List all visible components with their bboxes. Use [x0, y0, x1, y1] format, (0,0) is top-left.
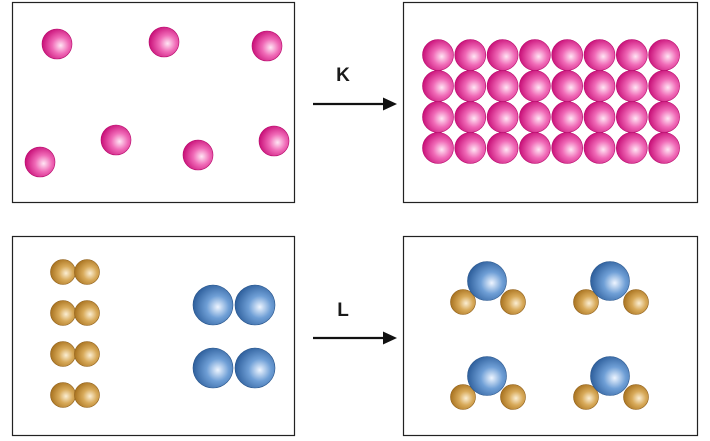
- gold-atom: [74, 341, 100, 367]
- gold-diatomic-molecule: [50, 382, 100, 408]
- pink-lattice-atom: [486, 101, 519, 133]
- pink-lattice-atom: [583, 101, 616, 133]
- gold-atom: [74, 259, 100, 285]
- k-before-particles: [24, 26, 290, 178]
- process-arrow-k: [313, 97, 397, 111]
- gold-atom: [573, 289, 599, 315]
- process-label-l: L: [337, 300, 349, 321]
- pink-lattice-atom: [519, 39, 551, 71]
- gold-diatomic-molecule: [50, 259, 100, 285]
- gold-atom: [74, 300, 100, 326]
- pink-atom: [251, 30, 283, 62]
- l-after-molecules: [450, 261, 649, 410]
- panel-k-after: [402, 1, 699, 204]
- pink-atom: [258, 125, 290, 157]
- pink-atom: [148, 26, 180, 58]
- triatomic-molecule: [573, 356, 649, 410]
- gold-atom: [450, 384, 476, 410]
- panel-l-after: [402, 235, 699, 437]
- gold-atom: [500, 289, 526, 315]
- gold-atom: [50, 300, 76, 326]
- gold-atom: [500, 384, 526, 410]
- gold-atom: [50, 382, 76, 408]
- pink-lattice-atom: [583, 70, 616, 102]
- gold-atom: [50, 259, 76, 285]
- process-label-k: K: [336, 65, 350, 86]
- pink-atom: [100, 124, 132, 156]
- gold-atom: [623, 289, 649, 315]
- pink-lattice-atom: [551, 70, 584, 102]
- pink-lattice-atom: [648, 39, 680, 71]
- pink-lattice-atom: [648, 70, 680, 102]
- pink-lattice-atom: [583, 39, 616, 71]
- blue-atom: [192, 284, 234, 326]
- blue-atom: [234, 284, 276, 326]
- gold-atom: [50, 341, 76, 367]
- pink-lattice-atom: [551, 101, 584, 133]
- pink-lattice-atom: [454, 70, 487, 102]
- pink-lattice-atom: [648, 132, 680, 164]
- blue-atom: [467, 261, 507, 301]
- pink-lattice-atom: [615, 132, 648, 164]
- pink-lattice-atom: [519, 101, 551, 133]
- pink-lattice-atom: [486, 39, 519, 71]
- k-after-lattice: [422, 39, 680, 164]
- pink-lattice-atom: [615, 70, 648, 102]
- pink-lattice-atom: [583, 132, 616, 164]
- blue-atom: [234, 347, 276, 389]
- pink-atom: [41, 28, 73, 60]
- gold-atom: [450, 289, 476, 315]
- blue-diatomic-molecule: [192, 284, 276, 326]
- gold-atom: [74, 382, 100, 408]
- pink-lattice-atom: [519, 132, 551, 164]
- gold-diatomic-molecule: [50, 341, 100, 367]
- pink-lattice-atom: [551, 132, 584, 164]
- pink-lattice-atom: [422, 39, 454, 71]
- triatomic-molecule: [573, 261, 649, 315]
- gold-atom: [623, 384, 649, 410]
- process-arrow-l: [313, 331, 397, 345]
- blue-atom: [192, 347, 234, 389]
- pink-atom: [182, 139, 214, 171]
- pink-lattice-atom: [454, 101, 487, 133]
- pink-lattice-atom: [486, 70, 519, 102]
- pink-lattice-atom: [486, 132, 519, 164]
- pink-lattice-atom: [615, 101, 648, 133]
- pink-atom: [24, 146, 56, 178]
- blue-atom: [590, 356, 630, 396]
- triatomic-molecule: [450, 261, 526, 315]
- blue-atom: [467, 356, 507, 396]
- l-before-molecules: [50, 259, 276, 408]
- triatomic-molecule: [450, 356, 526, 410]
- pink-lattice-atom: [422, 101, 454, 133]
- pink-lattice-atom: [422, 70, 454, 102]
- pink-lattice-atom: [648, 101, 680, 133]
- pink-lattice-atom: [422, 132, 454, 164]
- pink-lattice-atom: [454, 132, 487, 164]
- pink-lattice-atom: [454, 39, 487, 71]
- pink-lattice-atom: [615, 39, 648, 71]
- gold-diatomic-molecule: [50, 300, 100, 326]
- gold-atom: [573, 384, 599, 410]
- blue-atom: [590, 261, 630, 301]
- pink-lattice-atom: [519, 70, 551, 102]
- pink-lattice-atom: [551, 39, 584, 71]
- blue-diatomic-molecule: [192, 347, 276, 389]
